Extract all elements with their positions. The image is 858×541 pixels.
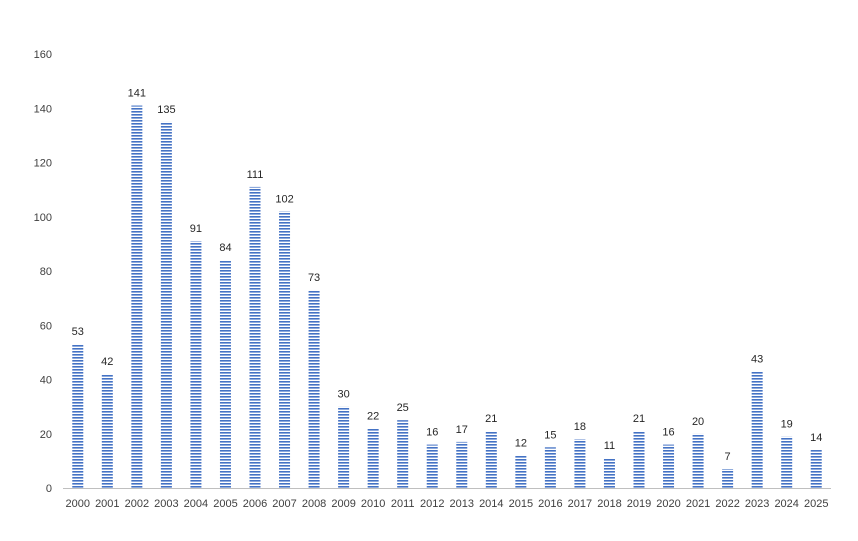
x-tick-label: 2023 <box>745 498 769 510</box>
data-label-2017: 18 <box>574 421 586 433</box>
bar-2011 <box>397 420 409 488</box>
data-label-2018: 11 <box>604 440 615 452</box>
x-tick-label: 2006 <box>243 498 267 510</box>
y-tick-label: 40 <box>40 375 52 387</box>
data-label-2022: 7 <box>725 451 731 463</box>
bar-2012 <box>426 444 438 488</box>
data-label-2015: 12 <box>515 437 527 449</box>
x-tick-label: 2007 <box>272 498 296 510</box>
bar-2025 <box>810 450 822 488</box>
x-tick-label: 2013 <box>450 498 474 510</box>
y-tick-label: 140 <box>34 103 52 115</box>
x-tick-label: 2016 <box>538 498 562 510</box>
data-label-2012: 16 <box>426 427 438 439</box>
data-label-2014: 21 <box>485 413 497 425</box>
x-tick-label: 2019 <box>627 498 651 510</box>
data-label-2007: 102 <box>275 193 293 205</box>
data-label-2025: 14 <box>810 432 822 444</box>
data-label-2001: 42 <box>101 356 113 368</box>
data-label-2009: 30 <box>337 389 349 401</box>
y-tick-label: 100 <box>34 212 52 224</box>
bar-2001 <box>101 374 113 488</box>
x-tick-label: 2022 <box>715 498 739 510</box>
data-label-2019: 21 <box>633 413 645 425</box>
x-tick-label: 2004 <box>184 498 208 510</box>
bar-2023 <box>751 371 763 488</box>
bar-2024 <box>781 436 793 488</box>
bar-2005 <box>219 260 231 488</box>
y-tick-label: 60 <box>40 320 52 332</box>
x-tick-label: 2024 <box>774 498 798 510</box>
bar-2000 <box>72 344 84 488</box>
x-tick-label: 2015 <box>509 498 533 510</box>
bar-2003 <box>160 121 172 488</box>
bar-2020 <box>663 444 675 488</box>
x-tick-label: 2014 <box>479 498 503 510</box>
x-axis-ticks: 2000 2001 2002 2003 2004 2005 2006 2007 2008 2009… <box>66 498 829 510</box>
x-tick-label: 2002 <box>125 498 149 510</box>
x-tick-label: 2025 <box>804 498 828 510</box>
data-label-2006: 111 <box>247 169 264 181</box>
bar-2017 <box>574 439 586 488</box>
bar-2009 <box>338 406 350 488</box>
bar-2013 <box>456 441 468 488</box>
y-tick-label: 80 <box>40 266 52 278</box>
data-label-2002: 141 <box>128 88 146 100</box>
data-label-2004: 91 <box>190 223 202 235</box>
data-label-2024: 19 <box>781 418 793 430</box>
bar-2015 <box>515 455 527 488</box>
x-tick-label: 2021 <box>686 498 710 510</box>
data-labels: 53 42 141 135 91 84 111 102 73 30 22 25 16 17 21 12 15 18… <box>72 88 823 463</box>
bar-2016 <box>544 447 556 488</box>
x-tick-label: 2011 <box>391 498 415 510</box>
bar-2010 <box>367 428 379 488</box>
data-label-2021: 20 <box>692 416 704 428</box>
x-tick-label: 2010 <box>361 498 385 510</box>
x-tick-label: 2000 <box>66 498 90 510</box>
bar-2002 <box>131 105 143 488</box>
y-tick-label: 160 <box>34 49 52 61</box>
x-tick-label: 2017 <box>568 498 592 510</box>
data-label-2023: 43 <box>751 353 763 365</box>
x-tick-label: 2020 <box>656 498 680 510</box>
data-label-2000: 53 <box>72 326 84 338</box>
bar-2004 <box>190 241 202 488</box>
bar-2019 <box>633 431 645 488</box>
bar-2022 <box>722 469 734 488</box>
data-label-2008: 73 <box>308 272 320 284</box>
bars <box>72 105 822 488</box>
y-tick-label: 0 <box>46 483 52 495</box>
bar-2008 <box>308 289 320 488</box>
data-label-2005: 84 <box>219 242 231 254</box>
data-label-2020: 16 <box>662 427 674 439</box>
bar-2014 <box>485 431 497 488</box>
x-tick-label: 2018 <box>597 498 621 510</box>
bar-2006 <box>249 186 261 488</box>
data-label-2016: 15 <box>544 429 556 441</box>
bar-2021 <box>692 433 704 488</box>
data-label-2003: 135 <box>157 104 175 116</box>
x-tick-label: 2001 <box>95 498 119 510</box>
y-axis-ticks: 0 20 40 60 80 100 120 140 160 <box>34 49 52 495</box>
y-tick-label: 20 <box>40 429 52 441</box>
bar-2018 <box>603 458 615 488</box>
bar-2007 <box>279 211 291 488</box>
data-label-2011: 25 <box>397 402 409 414</box>
y-tick-label: 120 <box>34 158 52 170</box>
x-tick-label: 2009 <box>331 498 355 510</box>
x-tick-label: 2005 <box>213 498 237 510</box>
data-label-2013: 17 <box>456 424 468 436</box>
data-label-2010: 22 <box>367 410 379 422</box>
x-tick-label: 2012 <box>420 498 444 510</box>
x-tick-label: 2008 <box>302 498 326 510</box>
x-tick-label: 2003 <box>154 498 178 510</box>
